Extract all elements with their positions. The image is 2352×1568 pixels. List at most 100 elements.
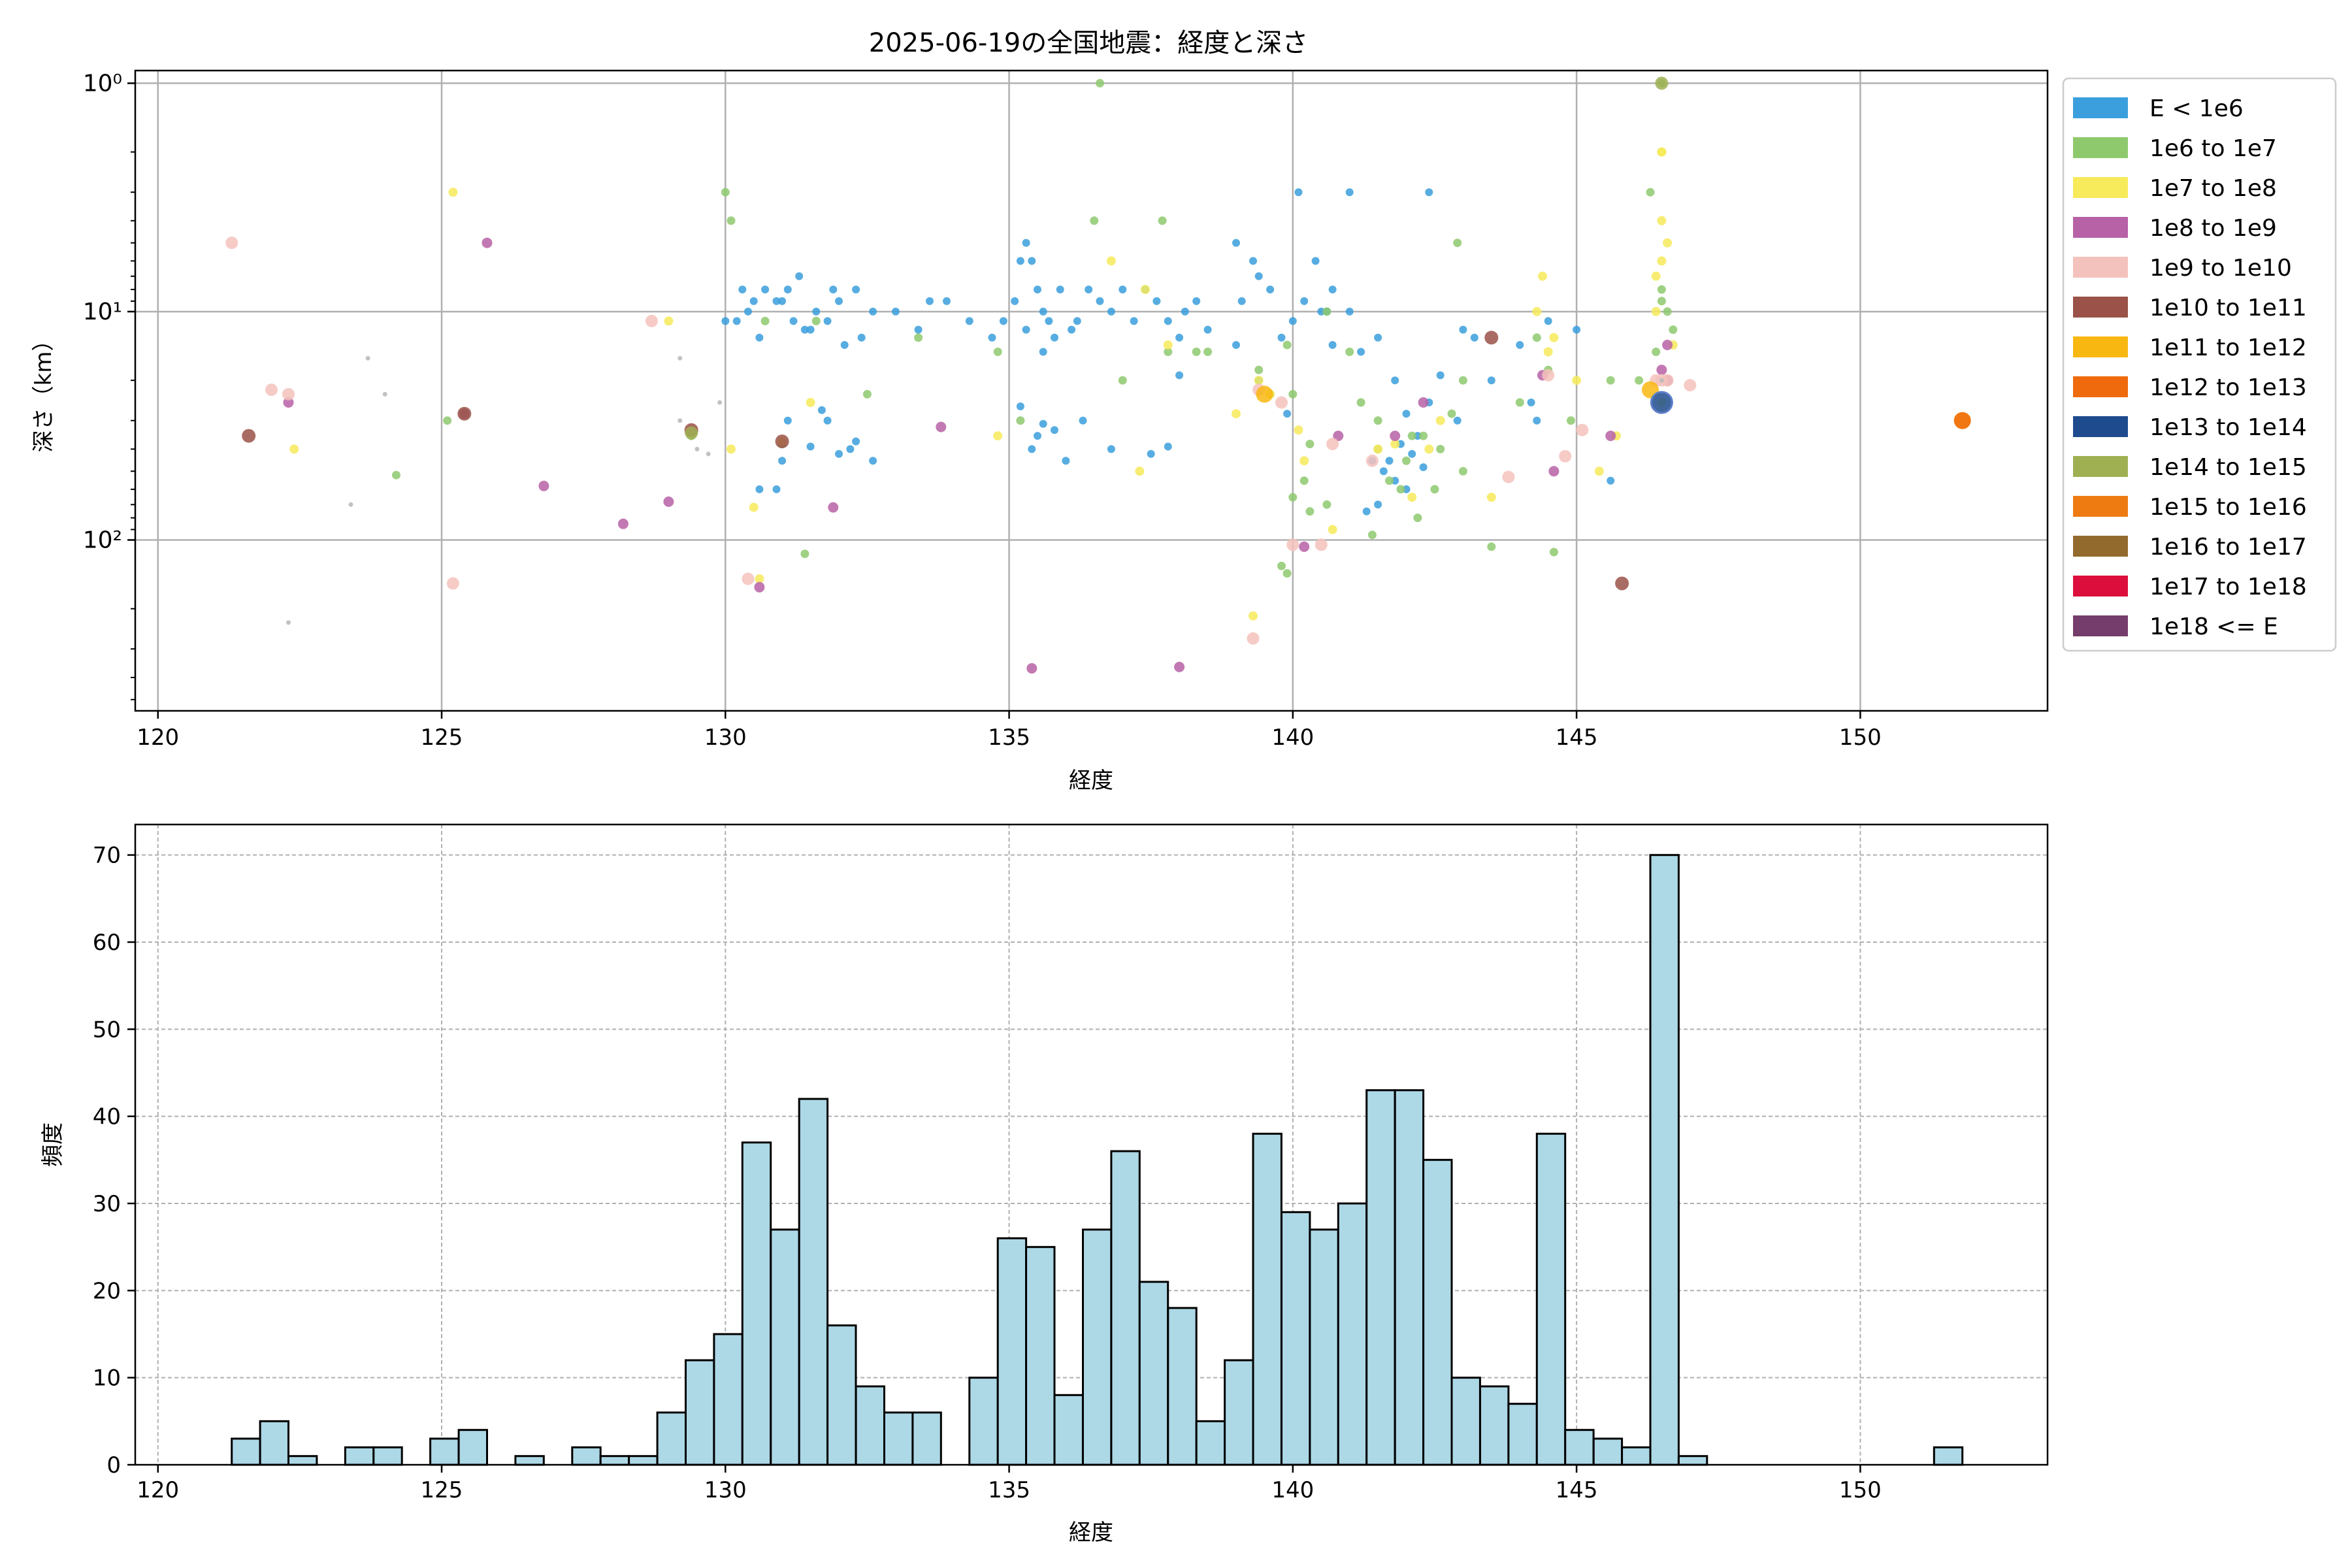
scatter-point [806,442,815,451]
scatter-point [1357,348,1365,356]
scatter-point [1294,425,1303,435]
scatter-point [1286,538,1299,551]
histogram-bar [1649,854,1680,1466]
scatter-point [1288,493,1298,502]
scatter-point [678,355,683,361]
scatter-point [1085,286,1093,294]
scatter-point [1283,410,1292,418]
scatter-point [800,549,809,559]
scatter-point [286,620,291,625]
scatter-point [965,317,973,325]
scatter-point [1288,389,1298,399]
scatter-point [1266,286,1275,294]
scatter-point [1396,485,1405,494]
scatter-point [727,216,736,225]
scatter-point [1247,632,1260,645]
scatter-point [749,502,759,512]
scatter-point [1684,379,1697,392]
scatter-point [1249,257,1257,265]
scatter-point [1028,445,1036,453]
legend-item: E < 1e6 [2073,95,2244,122]
scatter-point [1328,286,1337,294]
histogram-bar [1337,1202,1368,1466]
scatter-point [993,431,1003,441]
scatter-point [1275,396,1288,409]
legend-item: 1e7 to 1e8 [2073,175,2277,202]
scatter-point [1436,444,1445,453]
scatter-point [1164,317,1172,325]
histogram-bar [1479,1385,1510,1466]
scatter-point [1390,439,1400,449]
scatter-point [811,316,821,325]
scatter-point [1356,398,1365,407]
scatter-point [1016,416,1025,425]
histogram-bar [457,1429,488,1466]
scatter-point [1158,216,1167,225]
scatter-point [1419,431,1428,440]
scatter-point [1425,188,1433,197]
scatter-point [1487,376,1495,385]
scatter-point [755,333,764,342]
scatter-point [1106,256,1116,266]
scatter-point [1277,333,1286,342]
legend-item: 1e15 to 1e16 [2073,494,2307,521]
scatter-point [1056,286,1064,294]
scatter-point [1192,297,1201,305]
scatter-point [738,286,747,294]
scatter-point [1034,286,1041,294]
scatter-point [869,457,877,465]
scatter-point [1163,340,1173,350]
histogram-bar [1110,1150,1141,1466]
scatter-point [1254,376,1264,385]
scatter-point [1328,525,1337,534]
scatter-point [706,451,711,457]
scatter-point [1435,416,1445,425]
scatter-point [993,348,1002,356]
scatter-point [754,581,765,593]
histogram-x-tick-label: 135 [988,1477,1030,1503]
scatter-point [1532,306,1542,316]
scatter-point [1391,376,1399,385]
scatter-point [1458,466,1467,476]
scatter-point [1484,331,1499,345]
legend-label: 1e8 to 1e9 [2149,215,2277,242]
histogram-bar [770,1228,800,1466]
scatter-point [1374,500,1382,509]
scatter-point [1543,347,1553,357]
scatter-x-axis-label: 経度 [1069,768,1113,794]
scatter-point [1486,493,1496,502]
legend-item: 1e13 to 1e14 [2073,414,2307,441]
scatter-point [1328,341,1337,349]
scatter-point [817,406,826,414]
histogram-grid [135,825,2048,1465]
scatter-point [1164,442,1172,451]
scatter-point [1175,333,1184,342]
scatter-point [1373,444,1383,454]
scatter-point [457,406,472,421]
histogram-bar [1677,1455,1708,1466]
scatter-point [1436,371,1445,380]
scatter-point [1572,376,1582,385]
scatter-point [1657,216,1667,225]
histogram-y-tick-label: 60 [93,930,121,956]
histogram-bar [571,1446,602,1466]
scatter-point [1152,297,1161,305]
scatter-points [225,76,1971,674]
histogram-bar [741,1141,772,1466]
scatter-point [1458,376,1467,385]
scatter-plot: 120 125 130 135 140 145 150 10⁰ 10¹ 10² 経度 深さ（km… [31,69,2049,794]
scatter-point [1254,272,1263,280]
scatter-point [1147,449,1155,458]
scatter-point [448,188,458,197]
scatter-point [1605,431,1616,442]
legend-item: 1e8 to 1e9 [2073,215,2277,242]
scatter-point [744,307,752,316]
scatter-point [1652,348,1661,356]
legend-label: 1e9 to 1e10 [2149,255,2292,282]
scatter-point [988,333,996,342]
scatter-point [1663,238,1673,248]
scatter-point [742,572,755,585]
scatter-point [749,297,758,305]
histogram-y-axis-label: 頻度 [40,1122,66,1167]
scatter-point [1192,348,1201,356]
